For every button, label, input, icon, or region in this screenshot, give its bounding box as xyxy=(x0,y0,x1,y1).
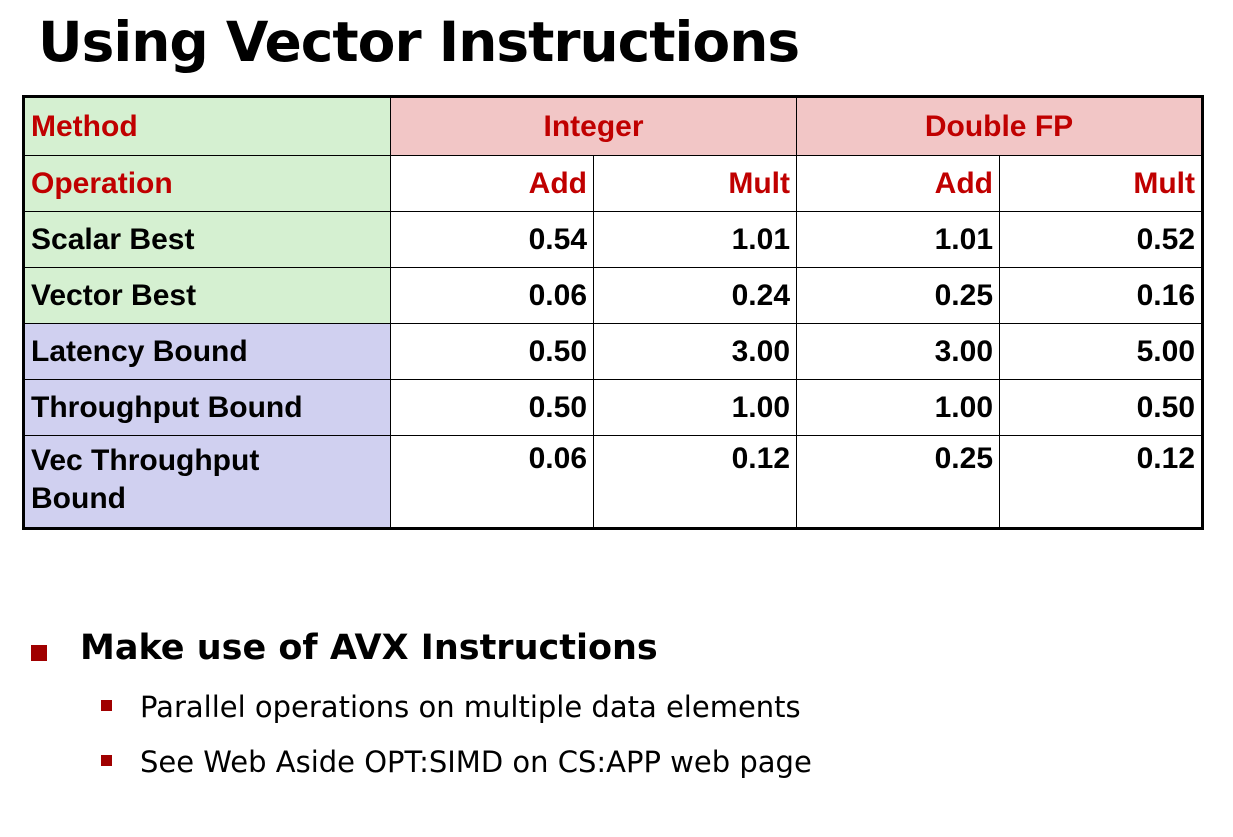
cell-value: 0.06 xyxy=(390,435,594,529)
row-label: Vec Throughput Bound xyxy=(23,435,391,529)
op-fp-add: Add xyxy=(796,155,1000,212)
cell-value: 1.00 xyxy=(796,379,1000,436)
op-int-mult: Mult xyxy=(593,155,797,212)
cell-value: 0.24 xyxy=(593,267,797,324)
cell-value: 0.50 xyxy=(390,323,594,380)
cell-value: 0.50 xyxy=(999,379,1203,436)
page-title: Using Vector Instructions xyxy=(38,10,800,74)
cell-value: 3.00 xyxy=(796,323,1000,380)
header-method: Method xyxy=(23,96,391,156)
cell-value: 0.16 xyxy=(999,267,1203,324)
table-row: Scalar Best 0.54 1.01 1.01 0.52 xyxy=(23,211,1203,268)
main-bullet: Make use of AVX Instructions xyxy=(80,628,658,668)
row-label: Scalar Best xyxy=(23,211,391,268)
cell-value: 0.54 xyxy=(390,211,594,268)
cell-value: 1.00 xyxy=(593,379,797,436)
row-label: Vector Best xyxy=(23,267,391,324)
bullet-square-icon xyxy=(31,645,47,661)
header-integer: Integer xyxy=(390,96,797,156)
header-double-fp: Double FP xyxy=(796,96,1203,156)
table-row: Vector Best 0.06 0.24 0.25 0.16 xyxy=(23,267,1203,324)
cell-value: 0.50 xyxy=(390,379,594,436)
cell-value: 0.06 xyxy=(390,267,594,324)
table-row: Vec Throughput Bound 0.06 0.12 0.25 0.12 xyxy=(23,435,1203,529)
header-operation: Operation xyxy=(23,155,391,212)
cell-value: 5.00 xyxy=(999,323,1203,380)
cell-value: 0.12 xyxy=(999,435,1203,529)
table-row: Latency Bound 0.50 3.00 3.00 5.00 xyxy=(23,323,1203,380)
op-int-add: Add xyxy=(390,155,594,212)
cell-value: 1.01 xyxy=(593,211,797,268)
sub-bullet-2: See Web Aside OPT:SIMD on CS:APP web pag… xyxy=(140,745,812,779)
sub-bullet-icon xyxy=(101,700,112,711)
cell-value: 0.52 xyxy=(999,211,1203,268)
table-row: Throughput Bound 0.50 1.00 1.00 0.50 xyxy=(23,379,1203,436)
sub-bullet-1: Parallel operations on multiple data ele… xyxy=(140,690,801,724)
sub-bullet-icon xyxy=(101,755,112,766)
cell-value: 0.12 xyxy=(593,435,797,529)
op-fp-mult: Mult xyxy=(999,155,1203,212)
cell-value: 3.00 xyxy=(593,323,797,380)
row-label: Latency Bound xyxy=(23,323,391,380)
performance-table: Method Integer Double FP Operation Add M… xyxy=(22,95,1204,530)
cell-value: 1.01 xyxy=(796,211,1000,268)
cell-value: 0.25 xyxy=(796,267,1000,324)
row-label: Throughput Bound xyxy=(23,379,391,436)
cell-value: 0.25 xyxy=(796,435,1000,529)
